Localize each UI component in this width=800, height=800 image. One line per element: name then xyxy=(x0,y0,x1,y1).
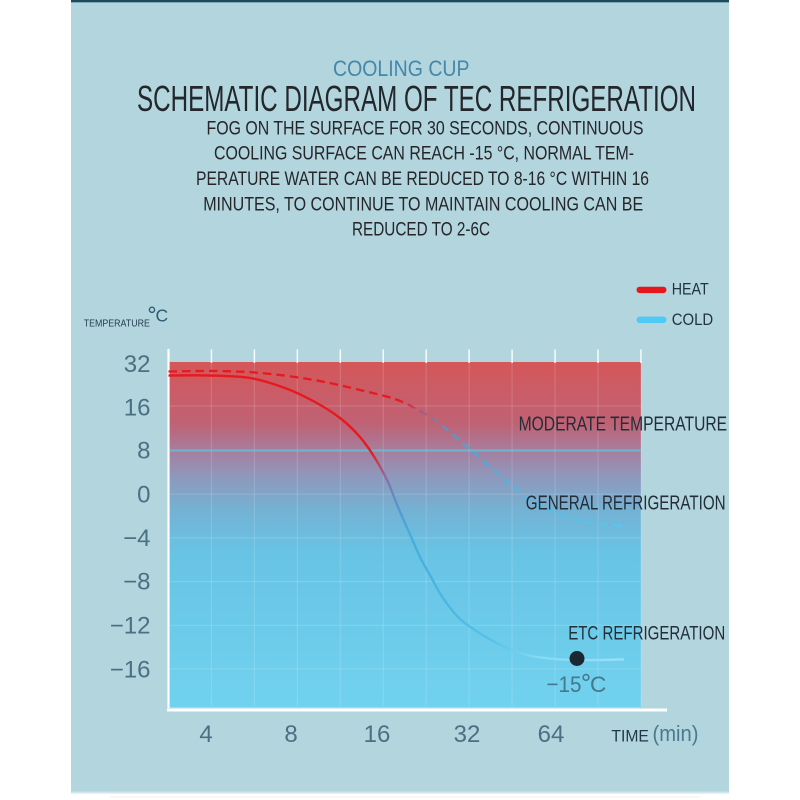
svg-text:GENERAL REFRIGERATION: GENERAL REFRIGERATION xyxy=(526,492,726,514)
svg-text:TIME: TIME xyxy=(611,727,649,746)
svg-text:8: 8 xyxy=(137,438,150,465)
svg-text:SCHEMATIC DIAGRAM OF TEC REFRI: SCHEMATIC DIAGRAM OF TEC REFRIGERATION xyxy=(137,78,696,119)
svg-text:(min): (min) xyxy=(653,721,699,746)
svg-text:−16: −16 xyxy=(110,657,151,684)
svg-text:REDUCED TO 2-6C: REDUCED TO 2-6C xyxy=(352,220,490,241)
svg-text:4: 4 xyxy=(199,721,212,748)
svg-text:MINUTES, TO CONTINUE TO MAINTA: MINUTES, TO CONTINUE TO MAINTAIN COOLING… xyxy=(203,194,643,215)
svg-text:COOLING SURFACE CAN REACH -15: COOLING SURFACE CAN REACH -15 °C, NORMAL… xyxy=(214,143,634,164)
svg-text:−8: −8 xyxy=(123,569,150,596)
svg-text:0: 0 xyxy=(137,482,150,509)
svg-text:MODERATE TEMPERATURE: MODERATE TEMPERATURE xyxy=(519,413,728,435)
svg-text:TEMPERATURE: TEMPERATURE xyxy=(84,318,151,329)
svg-text:C: C xyxy=(590,672,606,697)
svg-text:16: 16 xyxy=(364,721,391,748)
svg-text:16: 16 xyxy=(124,395,151,422)
svg-text:COLD: COLD xyxy=(672,310,714,329)
svg-text:−4: −4 xyxy=(123,525,150,552)
svg-text:ETC REFRIGERATION: ETC REFRIGERATION xyxy=(568,622,725,644)
svg-text:64: 64 xyxy=(538,721,565,748)
svg-text:−15: −15 xyxy=(547,672,582,697)
svg-text:32: 32 xyxy=(124,351,151,378)
svg-text:PERATURE WATER CAN BE REDUCED: PERATURE WATER CAN BE REDUCED TO 8-16 °C… xyxy=(196,169,649,190)
svg-text:HEAT: HEAT xyxy=(672,279,709,298)
svg-text:32: 32 xyxy=(454,721,481,748)
svg-text:8: 8 xyxy=(284,721,297,748)
svg-text:COOLING CUP: COOLING CUP xyxy=(333,56,470,81)
svg-text:FOG ON THE SURFACE FOR 30 SECO: FOG ON THE SURFACE FOR 30 SECONDS, CONTI… xyxy=(207,119,644,140)
svg-text:C: C xyxy=(156,305,169,325)
svg-text:−12: −12 xyxy=(110,613,151,640)
